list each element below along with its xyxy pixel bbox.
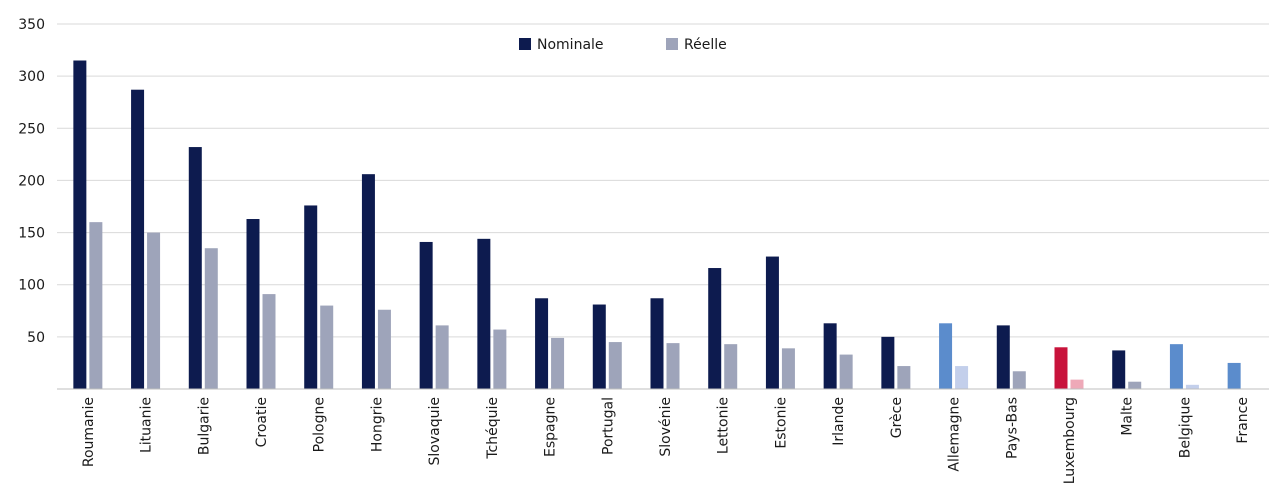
bar-reelle — [262, 294, 276, 389]
bar-reelle — [1070, 379, 1084, 389]
bar-reelle — [724, 344, 738, 389]
bar-reelle — [839, 354, 853, 389]
bar-nominale — [535, 298, 549, 389]
bar-reelle — [781, 348, 795, 389]
x-axis-category-labels: Roumanie Lituanie Bulgarie Croatie Pologne Ho… — [81, 397, 1251, 484]
bar-nominale — [131, 89, 145, 389]
bar-nominale — [419, 241, 433, 389]
legend: Nominale Réelle — [519, 37, 727, 53]
bar-nominale — [361, 174, 375, 389]
x-category-label: Allemagne — [947, 397, 963, 472]
bar-nominale — [823, 323, 837, 389]
x-category-label: Belgique — [1177, 397, 1193, 458]
bar-reelle — [147, 232, 161, 389]
x-category-label: Espagne — [543, 397, 559, 457]
bar-reelle — [608, 342, 622, 389]
bar-reelle — [1128, 381, 1142, 389]
x-category-label: Lettonie — [716, 397, 732, 454]
bar-nominale — [1112, 350, 1126, 389]
x-category-label: Lituanie — [139, 397, 155, 453]
bar-nominale — [881, 336, 895, 389]
bar-reelle — [955, 366, 969, 389]
y-tick-label: 250 — [18, 121, 45, 137]
x-category-label: Slovénie — [658, 397, 674, 457]
bar-nominale — [1169, 344, 1183, 389]
y-tick-label: 200 — [18, 173, 45, 189]
bar-reelle — [435, 325, 449, 389]
gridlines — [57, 23, 1269, 338]
bar-nominale — [650, 298, 664, 389]
bar-nominale — [477, 238, 491, 389]
bar-reelle — [204, 248, 218, 389]
legend-label: Réelle — [684, 37, 727, 53]
x-category-label: Estonie — [773, 397, 789, 449]
bar-nominale — [1227, 362, 1241, 389]
bar-nominale — [765, 256, 779, 389]
y-axis-tick-labels: 50 100 150 200 250 300 350 — [18, 17, 45, 346]
x-category-label: Grèce — [889, 397, 905, 438]
bar-reelle — [666, 343, 680, 389]
x-category-label: Slovaquie — [427, 397, 443, 465]
x-category-label: Malte — [1120, 397, 1136, 436]
bar-nominale — [188, 147, 202, 389]
y-tick-label: 150 — [18, 226, 45, 242]
x-category-label: Hongrie — [369, 397, 385, 452]
legend-swatch — [666, 38, 678, 50]
bar-reelle — [377, 309, 391, 389]
bar-nominale — [73, 60, 87, 389]
bar-nominale — [246, 219, 260, 389]
bar-nominale — [592, 304, 606, 389]
x-category-label: Portugal — [600, 397, 616, 455]
bar-reelle — [897, 366, 911, 389]
bar-reelle — [89, 222, 103, 389]
x-category-label: Pays-Bas — [1004, 397, 1020, 459]
x-category-label: Luxembourg — [1062, 397, 1078, 484]
x-category-label: Roumanie — [81, 397, 97, 467]
bar-reelle — [493, 329, 507, 389]
bar-nominale — [939, 323, 953, 389]
x-category-label: Pologne — [312, 397, 328, 452]
bar-reelle — [320, 305, 334, 389]
y-tick-label: 350 — [18, 17, 45, 33]
x-category-label: Tchéquie — [485, 397, 501, 460]
bar-nominale — [996, 325, 1010, 389]
x-category-label: Irlande — [831, 397, 847, 446]
x-category-label: France — [1235, 397, 1251, 444]
x-category-label: Bulgarie — [196, 397, 212, 455]
y-tick-label: 100 — [18, 278, 45, 294]
bars — [73, 60, 1241, 389]
legend-swatch — [519, 38, 531, 50]
bar-nominale — [708, 268, 722, 389]
y-tick-label: 300 — [18, 69, 45, 85]
bar-reelle — [1185, 384, 1199, 389]
bar-nominale — [1054, 347, 1068, 389]
bar-reelle — [1012, 371, 1026, 389]
legend-label: Nominale — [537, 37, 604, 53]
bar-nominale — [304, 205, 318, 389]
x-category-label: Croatie — [254, 397, 270, 447]
y-tick-label: 50 — [27, 330, 45, 346]
bar-reelle — [551, 337, 565, 389]
